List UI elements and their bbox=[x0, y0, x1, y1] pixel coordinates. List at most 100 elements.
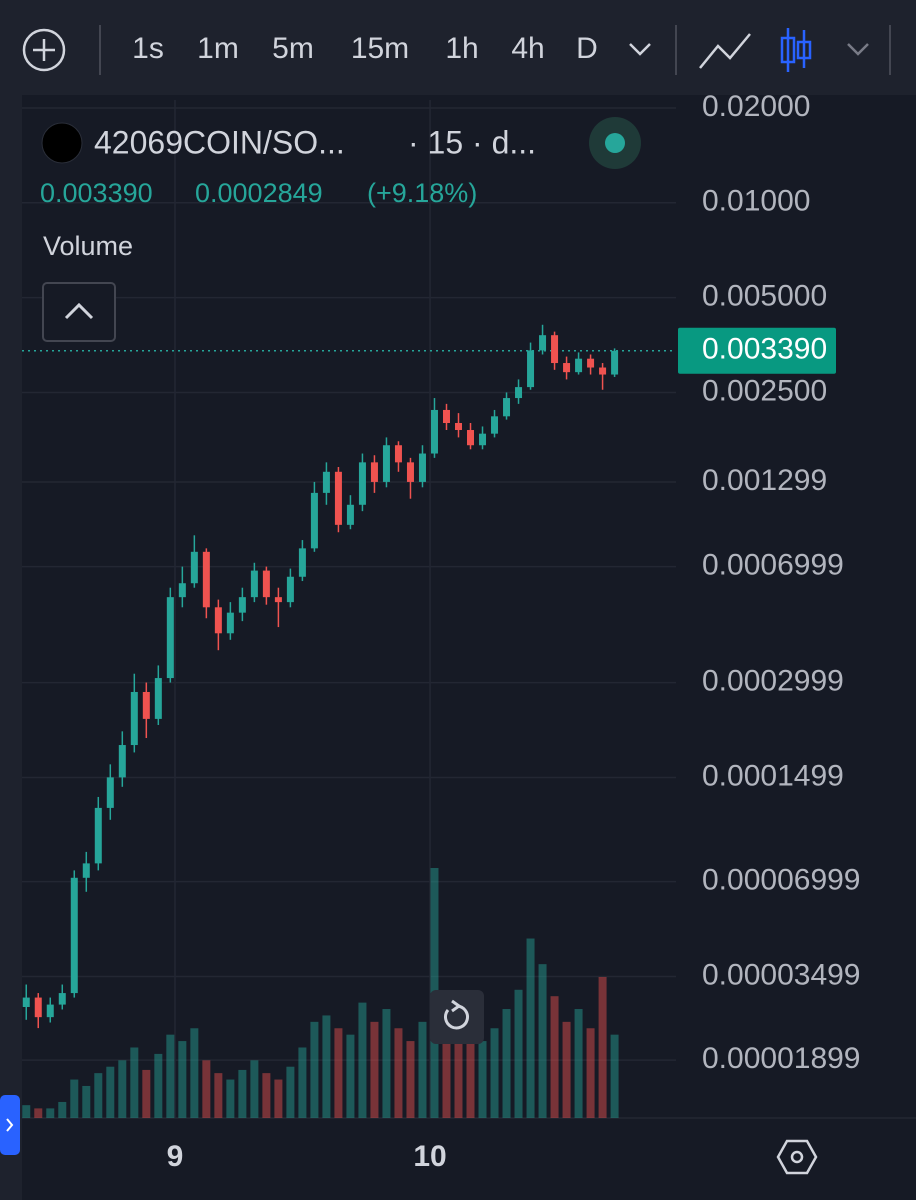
candle-body bbox=[539, 335, 547, 351]
candle-body bbox=[503, 398, 511, 417]
interval-button[interactable]: 5m bbox=[272, 32, 314, 65]
volume-bar bbox=[178, 1041, 187, 1118]
collapse-button[interactable] bbox=[42, 282, 116, 342]
interval-button[interactable]: 1s bbox=[132, 32, 164, 65]
candle-body bbox=[274, 597, 282, 603]
status-dot bbox=[605, 133, 625, 153]
volume-bar bbox=[490, 1028, 499, 1118]
candle-body bbox=[58, 993, 66, 1005]
volume-bar bbox=[454, 1021, 463, 1118]
axes: 0.02000 0.01000 0.005000 0.002500 0.001299 0.… bbox=[167, 90, 861, 1173]
volume-bar bbox=[226, 1079, 235, 1118]
add-button[interactable] bbox=[22, 28, 66, 72]
volume-bar bbox=[514, 989, 523, 1118]
interval-info: · 15 · d... bbox=[408, 124, 536, 160]
candle-body bbox=[334, 471, 342, 525]
candle-body bbox=[430, 409, 438, 454]
volume-bar bbox=[586, 1028, 595, 1118]
change-percent: (+9.18%) bbox=[367, 178, 477, 208]
candle-body bbox=[491, 416, 499, 434]
volume-bar bbox=[502, 1009, 511, 1118]
last-price-label: 0.003390 bbox=[702, 333, 827, 366]
grid bbox=[22, 100, 676, 1118]
chart-type-dropdown[interactable] bbox=[847, 43, 869, 56]
candle-body bbox=[250, 570, 258, 598]
volume-bar bbox=[238, 1069, 247, 1118]
volume-bar bbox=[310, 1021, 319, 1118]
candle-body bbox=[238, 597, 246, 613]
candle-body bbox=[310, 492, 318, 549]
volume-bar bbox=[70, 1079, 79, 1118]
volume-label: Volume bbox=[43, 231, 133, 261]
candle-chart-icon[interactable] bbox=[780, 28, 812, 72]
volume-bar bbox=[322, 1015, 331, 1118]
volume-bar bbox=[346, 1034, 355, 1118]
candle-body bbox=[370, 462, 378, 482]
candle-body bbox=[479, 433, 487, 446]
volume-bar bbox=[34, 1108, 43, 1118]
candle-body bbox=[418, 453, 426, 482]
candle-body bbox=[286, 576, 294, 603]
candle-body bbox=[34, 997, 42, 1018]
candle-body bbox=[142, 691, 150, 719]
volume-bar bbox=[286, 1066, 295, 1118]
candle-body bbox=[563, 363, 571, 373]
candle-body bbox=[406, 462, 414, 482]
volume-bar bbox=[154, 1053, 163, 1118]
volume-bar bbox=[190, 1028, 199, 1118]
volume-bar bbox=[106, 1066, 115, 1118]
interval-dropdown[interactable] bbox=[629, 43, 651, 56]
y-tick-label: 0.0001499 bbox=[702, 759, 844, 792]
volume-bar bbox=[334, 1028, 343, 1118]
side-tab[interactable] bbox=[0, 1095, 20, 1155]
candle-body bbox=[130, 691, 138, 746]
volume-bar bbox=[298, 1047, 307, 1118]
candle-body bbox=[527, 350, 535, 388]
y-tick-label: 0.0002999 bbox=[702, 665, 844, 698]
candle-body bbox=[551, 335, 559, 364]
interval-button[interactable]: 1m bbox=[197, 32, 239, 65]
volume-bar bbox=[274, 1079, 283, 1118]
volume-bar bbox=[358, 1002, 367, 1118]
volume-bar bbox=[406, 1041, 415, 1118]
volume-bar bbox=[202, 1060, 211, 1118]
candles bbox=[22, 324, 676, 1029]
candle-body bbox=[611, 350, 619, 375]
line-chart-icon[interactable] bbox=[699, 33, 751, 69]
volume-bar bbox=[550, 996, 559, 1118]
settings-button[interactable] bbox=[776, 1139, 818, 1175]
volume-bar bbox=[370, 1021, 379, 1118]
intervals: 1s 1m 5m 15m 1h 4h D bbox=[132, 32, 598, 65]
candle-body bbox=[214, 607, 222, 634]
volume-bar bbox=[598, 976, 607, 1118]
candle-body bbox=[178, 583, 186, 598]
volume-bar bbox=[262, 1073, 271, 1118]
volume-bar bbox=[130, 1047, 139, 1118]
candle-body bbox=[118, 745, 126, 778]
candle-body bbox=[106, 777, 114, 808]
volume-bar bbox=[418, 1021, 427, 1118]
symbol[interactable]: 42069COIN/SO... bbox=[94, 124, 345, 160]
interval-button[interactable]: 4h bbox=[511, 32, 544, 65]
volume-bar bbox=[442, 1002, 451, 1118]
change: 0.0002849 bbox=[195, 178, 323, 208]
volume-bar bbox=[250, 1060, 259, 1118]
candle-body bbox=[22, 997, 30, 1008]
candle-body bbox=[599, 367, 607, 375]
volume-bar bbox=[574, 1009, 583, 1118]
reset-button[interactable] bbox=[430, 990, 484, 1044]
candle-body bbox=[262, 570, 270, 598]
volume-bar bbox=[58, 1101, 67, 1118]
y-tick-label: 0.01000 bbox=[702, 185, 810, 218]
interval-button[interactable]: D bbox=[576, 32, 598, 65]
volume-bar bbox=[46, 1108, 55, 1118]
volume-bar bbox=[82, 1085, 91, 1118]
candle-body bbox=[346, 504, 354, 525]
interval-button[interactable]: 1h bbox=[445, 32, 478, 65]
y-tick-label: 0.001299 bbox=[702, 464, 827, 497]
interval-button[interactable]: 15m bbox=[351, 32, 409, 65]
x-tick-label: 10 bbox=[413, 1140, 446, 1173]
candle-body bbox=[190, 551, 198, 584]
